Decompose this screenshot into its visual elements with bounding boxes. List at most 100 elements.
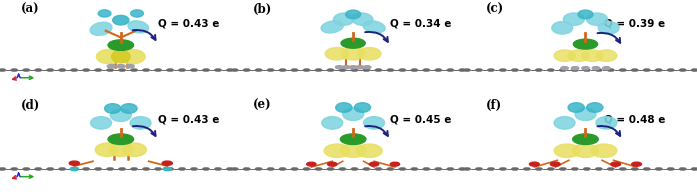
Circle shape	[561, 67, 568, 70]
Text: Q = 0.39 e: Q = 0.39 e	[604, 19, 665, 29]
Circle shape	[339, 69, 346, 72]
Ellipse shape	[587, 103, 603, 112]
Circle shape	[190, 69, 198, 72]
Text: (a): (a)	[21, 3, 40, 16]
Circle shape	[178, 167, 186, 170]
Circle shape	[69, 161, 79, 165]
Circle shape	[607, 167, 615, 170]
Circle shape	[243, 167, 250, 170]
Circle shape	[631, 167, 638, 170]
Circle shape	[279, 167, 286, 170]
Circle shape	[307, 162, 316, 166]
Ellipse shape	[568, 50, 589, 61]
Circle shape	[267, 69, 275, 72]
Circle shape	[227, 69, 233, 72]
Circle shape	[315, 167, 322, 170]
Circle shape	[464, 69, 470, 72]
Ellipse shape	[322, 117, 343, 129]
Circle shape	[399, 167, 406, 170]
Circle shape	[118, 69, 126, 72]
Ellipse shape	[96, 50, 122, 64]
Ellipse shape	[110, 109, 131, 122]
Ellipse shape	[587, 13, 608, 26]
Text: (b): (b)	[253, 3, 273, 16]
Text: Q = 0.43 e: Q = 0.43 e	[158, 19, 220, 29]
Circle shape	[422, 167, 430, 170]
Ellipse shape	[130, 117, 151, 129]
Circle shape	[643, 69, 650, 72]
Circle shape	[411, 69, 418, 72]
Circle shape	[535, 69, 542, 72]
Circle shape	[59, 69, 66, 72]
Circle shape	[573, 134, 598, 144]
Circle shape	[155, 167, 162, 170]
Ellipse shape	[112, 50, 130, 63]
Ellipse shape	[340, 144, 366, 157]
Ellipse shape	[357, 144, 382, 157]
Circle shape	[190, 167, 198, 170]
Circle shape	[95, 69, 102, 72]
Circle shape	[118, 167, 126, 170]
Ellipse shape	[554, 50, 575, 61]
Circle shape	[279, 69, 286, 72]
Circle shape	[499, 167, 507, 170]
Circle shape	[387, 167, 395, 170]
Circle shape	[116, 65, 125, 68]
Text: Q = 0.34 e: Q = 0.34 e	[390, 19, 452, 29]
Ellipse shape	[95, 143, 118, 156]
Ellipse shape	[554, 144, 580, 157]
Circle shape	[227, 167, 233, 170]
Circle shape	[631, 162, 641, 166]
Circle shape	[142, 69, 150, 72]
Circle shape	[70, 167, 79, 171]
Circle shape	[130, 69, 138, 72]
Circle shape	[167, 167, 174, 170]
Circle shape	[535, 167, 542, 170]
Circle shape	[679, 69, 687, 72]
Circle shape	[643, 167, 650, 170]
Circle shape	[231, 69, 238, 72]
Circle shape	[619, 167, 627, 170]
Circle shape	[335, 66, 343, 69]
Circle shape	[530, 162, 539, 166]
Circle shape	[340, 134, 366, 144]
Circle shape	[547, 167, 555, 170]
Circle shape	[178, 69, 186, 72]
Ellipse shape	[128, 21, 148, 33]
Circle shape	[459, 167, 466, 170]
Circle shape	[390, 162, 399, 166]
Circle shape	[10, 69, 18, 72]
Circle shape	[511, 167, 519, 170]
Circle shape	[583, 167, 590, 170]
Circle shape	[142, 167, 150, 170]
Circle shape	[459, 69, 466, 72]
Ellipse shape	[333, 13, 354, 25]
Circle shape	[655, 69, 662, 72]
Circle shape	[411, 167, 418, 170]
Circle shape	[611, 162, 620, 166]
Circle shape	[167, 69, 174, 72]
Ellipse shape	[343, 108, 364, 121]
Circle shape	[351, 69, 358, 72]
Circle shape	[315, 69, 322, 72]
Circle shape	[559, 69, 567, 72]
Circle shape	[547, 69, 555, 72]
Circle shape	[571, 167, 579, 170]
Circle shape	[475, 69, 483, 72]
Circle shape	[351, 167, 358, 170]
Circle shape	[267, 167, 275, 170]
Circle shape	[59, 167, 66, 170]
Ellipse shape	[552, 22, 573, 34]
Ellipse shape	[578, 10, 593, 19]
Circle shape	[327, 69, 335, 72]
Circle shape	[130, 167, 138, 170]
Ellipse shape	[120, 50, 145, 64]
Circle shape	[551, 162, 560, 166]
Circle shape	[655, 167, 662, 170]
Circle shape	[499, 69, 507, 72]
Ellipse shape	[91, 117, 112, 129]
Circle shape	[328, 162, 337, 166]
Circle shape	[163, 167, 171, 171]
Circle shape	[302, 69, 310, 72]
Circle shape	[108, 40, 134, 50]
